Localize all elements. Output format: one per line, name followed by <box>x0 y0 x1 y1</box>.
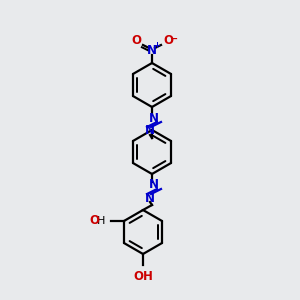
Text: N: N <box>149 112 159 124</box>
Text: N: N <box>145 124 155 137</box>
Text: −: − <box>170 34 178 44</box>
Text: OH: OH <box>133 270 153 283</box>
Text: O: O <box>89 214 99 227</box>
Text: N: N <box>147 44 157 56</box>
Text: O: O <box>131 34 141 47</box>
Text: N: N <box>149 178 159 191</box>
Text: N: N <box>145 191 155 205</box>
Text: +: + <box>154 41 160 50</box>
Text: H: H <box>97 216 105 226</box>
Text: O: O <box>163 34 173 47</box>
